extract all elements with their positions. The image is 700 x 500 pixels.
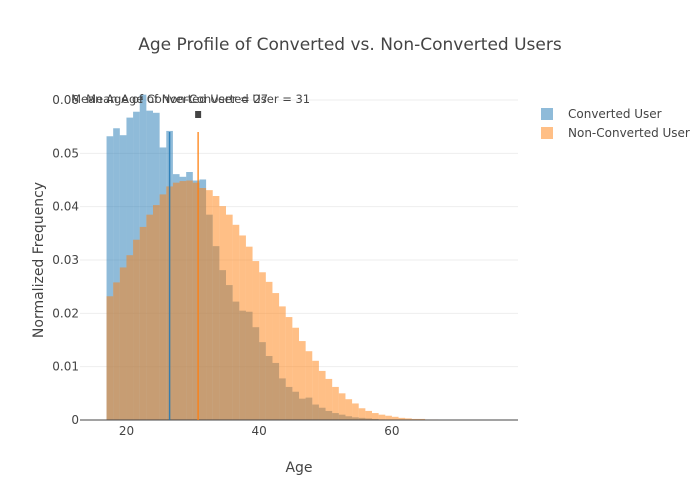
legend-label: Non-Converted User bbox=[568, 126, 690, 140]
legend-label: Converted User bbox=[568, 107, 662, 121]
histogram-bar bbox=[212, 196, 220, 420]
histogram-bar bbox=[259, 272, 266, 420]
histogram-bar bbox=[179, 181, 187, 420]
histogram-bar bbox=[252, 261, 260, 420]
histogram-bar bbox=[411, 418, 419, 420]
x-tick-label: 20 bbox=[119, 424, 134, 438]
histogram-bar bbox=[239, 235, 246, 420]
histogram-bar bbox=[358, 408, 366, 420]
histogram-bar bbox=[232, 224, 240, 420]
histogram-bars bbox=[106, 94, 439, 421]
histogram-bar bbox=[365, 410, 372, 420]
histogram-bar bbox=[199, 188, 207, 420]
chart-title: Age Profile of Converted vs. Non-Convert… bbox=[138, 35, 562, 55]
histogram-bar bbox=[338, 393, 346, 420]
y-tick-label: 0 bbox=[71, 413, 79, 427]
histogram-bar bbox=[106, 296, 114, 420]
histogram-bar bbox=[265, 281, 273, 420]
histogram-bar bbox=[398, 417, 406, 420]
histogram-bar bbox=[391, 416, 399, 420]
histogram-bar bbox=[186, 180, 193, 420]
histogram-bar bbox=[206, 190, 213, 420]
histogram-bar bbox=[113, 128, 120, 420]
y-tick-label: 0.01 bbox=[52, 360, 79, 374]
annotation-marker bbox=[195, 111, 202, 118]
y-tick-label: 0.02 bbox=[52, 306, 79, 320]
x-tick-label: 60 bbox=[384, 424, 399, 438]
histogram-bar bbox=[318, 370, 326, 420]
histogram-bar bbox=[305, 351, 313, 420]
y-tick-label: 0.05 bbox=[52, 146, 79, 160]
histogram-bar bbox=[299, 341, 306, 420]
axes: 0 0.01 0.02 0.03 0.04 0.05 0.06 20 40 60 bbox=[52, 93, 518, 438]
histogram-bar bbox=[418, 418, 426, 420]
legend: Converted User Non-Converted User bbox=[541, 107, 690, 140]
histogram-bar bbox=[106, 136, 114, 420]
histogram-bar bbox=[285, 317, 293, 420]
histogram-bar bbox=[405, 418, 412, 420]
y-tick-label: 0.06 bbox=[52, 93, 79, 107]
histogram-bar bbox=[126, 255, 134, 420]
histogram-bar bbox=[192, 182, 200, 420]
histogram-bar bbox=[385, 415, 392, 420]
histogram-bar bbox=[279, 306, 286, 420]
histogram-bar bbox=[219, 206, 226, 420]
y-axis-title: Normalized Frequency bbox=[31, 182, 47, 338]
histogram-bar bbox=[153, 205, 160, 420]
legend-swatch bbox=[541, 108, 553, 120]
mean-annotation: Mean Age of Non-Converted User = 31 bbox=[86, 92, 310, 106]
histogram-bar bbox=[139, 226, 147, 420]
histogram-bar bbox=[372, 413, 379, 420]
histogram-bar bbox=[292, 327, 299, 420]
histogram-bar bbox=[352, 403, 359, 420]
y-tick-label: 0.03 bbox=[52, 253, 79, 267]
histogram-bar bbox=[146, 214, 153, 420]
histogram-bar bbox=[226, 214, 233, 420]
histogram-bar bbox=[119, 267, 127, 420]
histogram-bar bbox=[325, 378, 333, 420]
histogram-bar bbox=[345, 399, 353, 420]
histogram-bar bbox=[172, 182, 180, 420]
histogram-bar bbox=[159, 194, 167, 420]
legend-swatch bbox=[541, 127, 553, 139]
histogram-bar bbox=[312, 360, 319, 420]
histogram-bar bbox=[113, 282, 120, 420]
x-axis-title: Age bbox=[285, 460, 312, 476]
histogram-bar bbox=[245, 246, 253, 420]
series-non-converted-bars bbox=[106, 180, 439, 420]
histogram-bar bbox=[133, 239, 140, 420]
histogram-bar bbox=[332, 386, 339, 420]
histogram-bar bbox=[378, 414, 386, 420]
histogram-bar bbox=[272, 293, 280, 420]
y-tick-label: 0.04 bbox=[52, 200, 79, 214]
x-tick-label: 40 bbox=[252, 424, 267, 438]
mean-annotation: Mean Age of Converted User = 27 bbox=[71, 92, 268, 106]
